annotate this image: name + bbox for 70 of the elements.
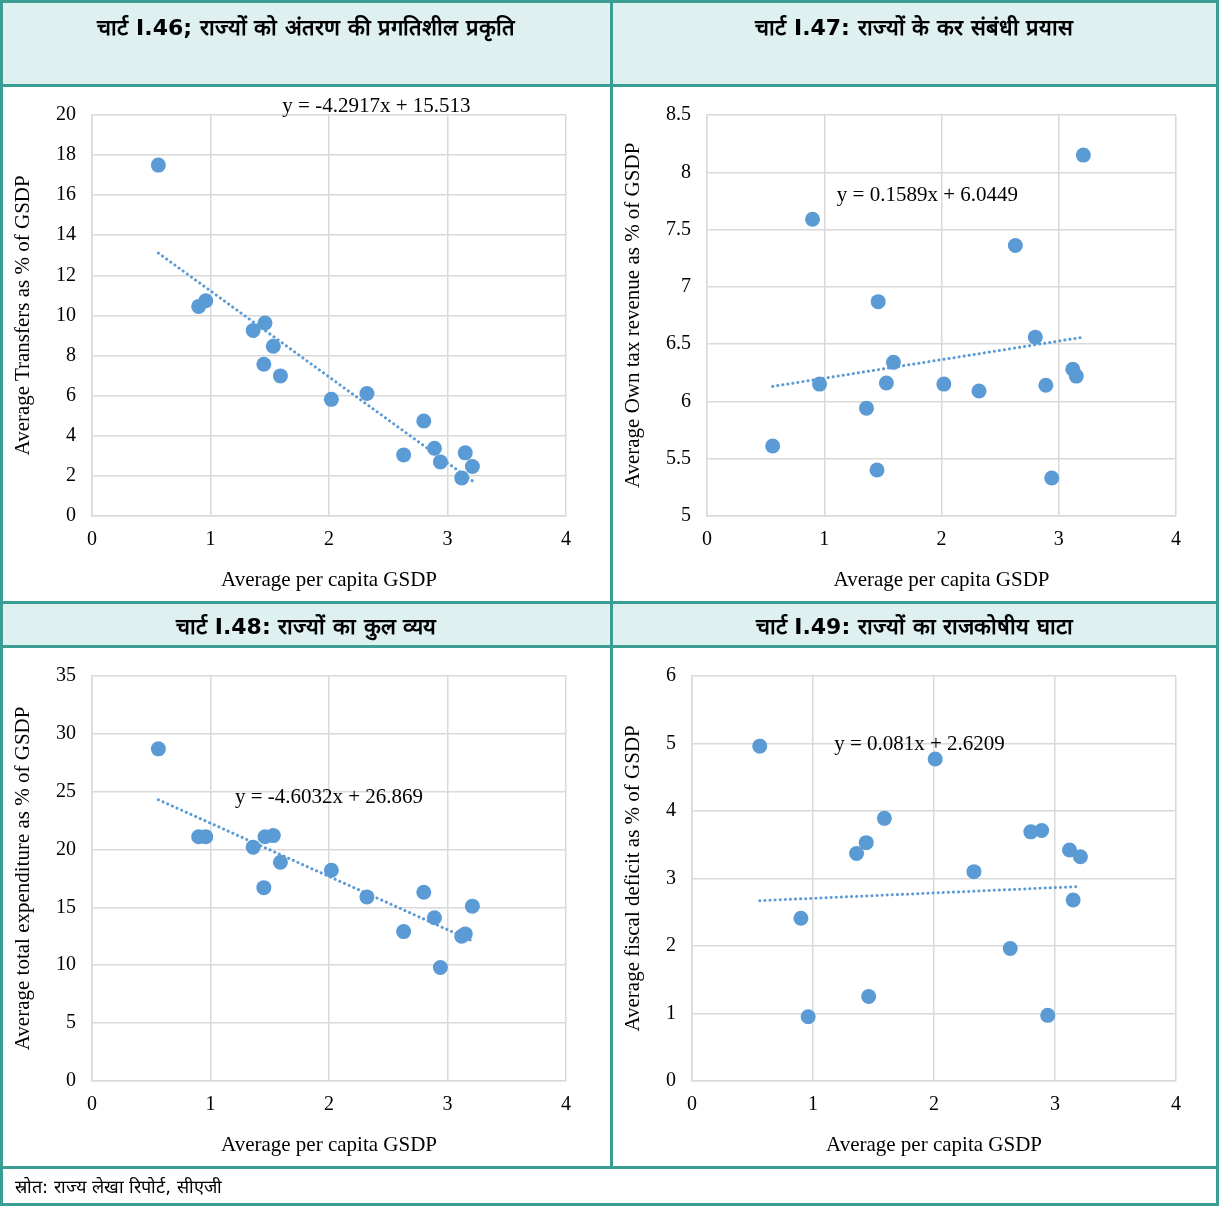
y-tick-label: 6 <box>665 663 676 686</box>
text: स्रोत: राज्य लेखा रिपोर्ट, सीएजी <box>15 1175 222 1198</box>
y-tick-label: 6 <box>66 382 76 405</box>
x-tick-label: 3 <box>442 1092 453 1115</box>
y-tick-label: 20 <box>56 102 76 125</box>
y-tick-label: 25 <box>56 778 76 801</box>
x-axis-title: Average per capita GSDP <box>825 1131 1042 1156</box>
y-tick-label: 6 <box>680 388 691 411</box>
y-tick-label: 8 <box>680 159 691 182</box>
x-tick-label: 1 <box>205 1092 216 1115</box>
y-tick-label: 5 <box>665 730 676 753</box>
x-tick-label: 0 <box>87 1092 97 1115</box>
y-tick-label: 1 <box>665 1000 676 1023</box>
y-tick-label: 18 <box>56 142 76 165</box>
y-tick-label: 15 <box>56 894 76 917</box>
y-tick-label: 0 <box>66 503 76 526</box>
x-tick-label: 4 <box>1170 1092 1181 1115</box>
x-tick-label: 3 <box>1053 527 1064 550</box>
chart-title: चार्ट I.49: राज्यों का राजकोषीय घाटा <box>755 612 1073 640</box>
y-tick-label: 30 <box>56 721 76 744</box>
y-tick-label: 2 <box>66 462 76 485</box>
y-tick-label: 7 <box>680 274 691 297</box>
x-tick-label: 2 <box>324 527 334 550</box>
y-axis-title: Average Transfers as % of GSDP <box>10 175 35 456</box>
annotation: y = 0.1589x + 6.0449 <box>836 181 1018 206</box>
x-tick-label: 4 <box>561 527 571 550</box>
y-tick-label: 35 <box>56 663 76 686</box>
x-tick-label: 0 <box>87 527 97 550</box>
x-tick-label: 2 <box>324 1092 334 1115</box>
chart-title: चार्ट I.47: राज्यों के कर संबंधी प्रयास <box>755 14 1074 41</box>
annotation: y = 0.081x + 2.6209 <box>833 731 1005 756</box>
x-tick-label: 0 <box>701 527 712 550</box>
x-axis-title: Average per capita GSDP <box>833 566 1049 591</box>
y-tick-label: 5.5 <box>665 445 691 468</box>
y-tick-label: 4 <box>66 422 76 445</box>
y-tick-label: 2 <box>665 933 676 956</box>
y-tick-label: 8.5 <box>665 102 691 125</box>
chart-title: चार्ट I.46; राज्यों को अंतरण की प्रगतिशील प्रकृति <box>97 14 516 41</box>
x-tick-label: 4 <box>561 1092 571 1115</box>
y-tick-label: 6.5 <box>665 331 691 354</box>
annotation: y = -4.2917x + 15.513 <box>282 93 471 118</box>
x-tick-label: 4 <box>1170 527 1181 550</box>
y-tick-label: 0 <box>665 1068 676 1091</box>
chart-title: चार्ट I.48: राज्यों का कुल व्यय <box>176 612 437 640</box>
y-tick-label: 12 <box>56 262 76 285</box>
y-tick-label: 3 <box>665 865 676 888</box>
y-axis-title: Average Own tax revenue as % of GSDP <box>619 142 644 489</box>
x-tick-label: 1 <box>205 527 216 550</box>
y-tick-label: 5 <box>66 1010 76 1033</box>
y-tick-label: 5 <box>680 503 691 526</box>
y-tick-label: 16 <box>56 182 76 205</box>
y-axis-title: Average fiscal deficit as % of GSDP <box>619 725 644 1032</box>
y-tick-label: 0 <box>66 1068 76 1091</box>
x-tick-label: 1 <box>818 527 829 550</box>
y-axis-title: Average total expenditure as % of GSDP <box>10 706 35 1051</box>
x-tick-label: 2 <box>936 527 946 550</box>
y-tick-label: 8 <box>66 342 76 365</box>
y-tick-label: 20 <box>56 836 76 859</box>
y-tick-label: 10 <box>56 302 76 325</box>
x-axis-title: Average per capita GSDP <box>221 1131 437 1156</box>
x-tick-label: 3 <box>1049 1092 1060 1115</box>
y-tick-label: 7.5 <box>665 216 691 239</box>
x-tick-label: 2 <box>928 1092 939 1115</box>
x-tick-label: 3 <box>442 527 453 550</box>
y-tick-label: 4 <box>665 798 676 821</box>
x-axis-title: Average per capita GSDP <box>221 566 437 591</box>
annotation: y = -4.6032x + 26.869 <box>234 783 424 808</box>
x-tick-label: 1 <box>807 1092 818 1115</box>
y-tick-label: 10 <box>56 952 76 975</box>
y-tick-label: 14 <box>56 222 76 245</box>
